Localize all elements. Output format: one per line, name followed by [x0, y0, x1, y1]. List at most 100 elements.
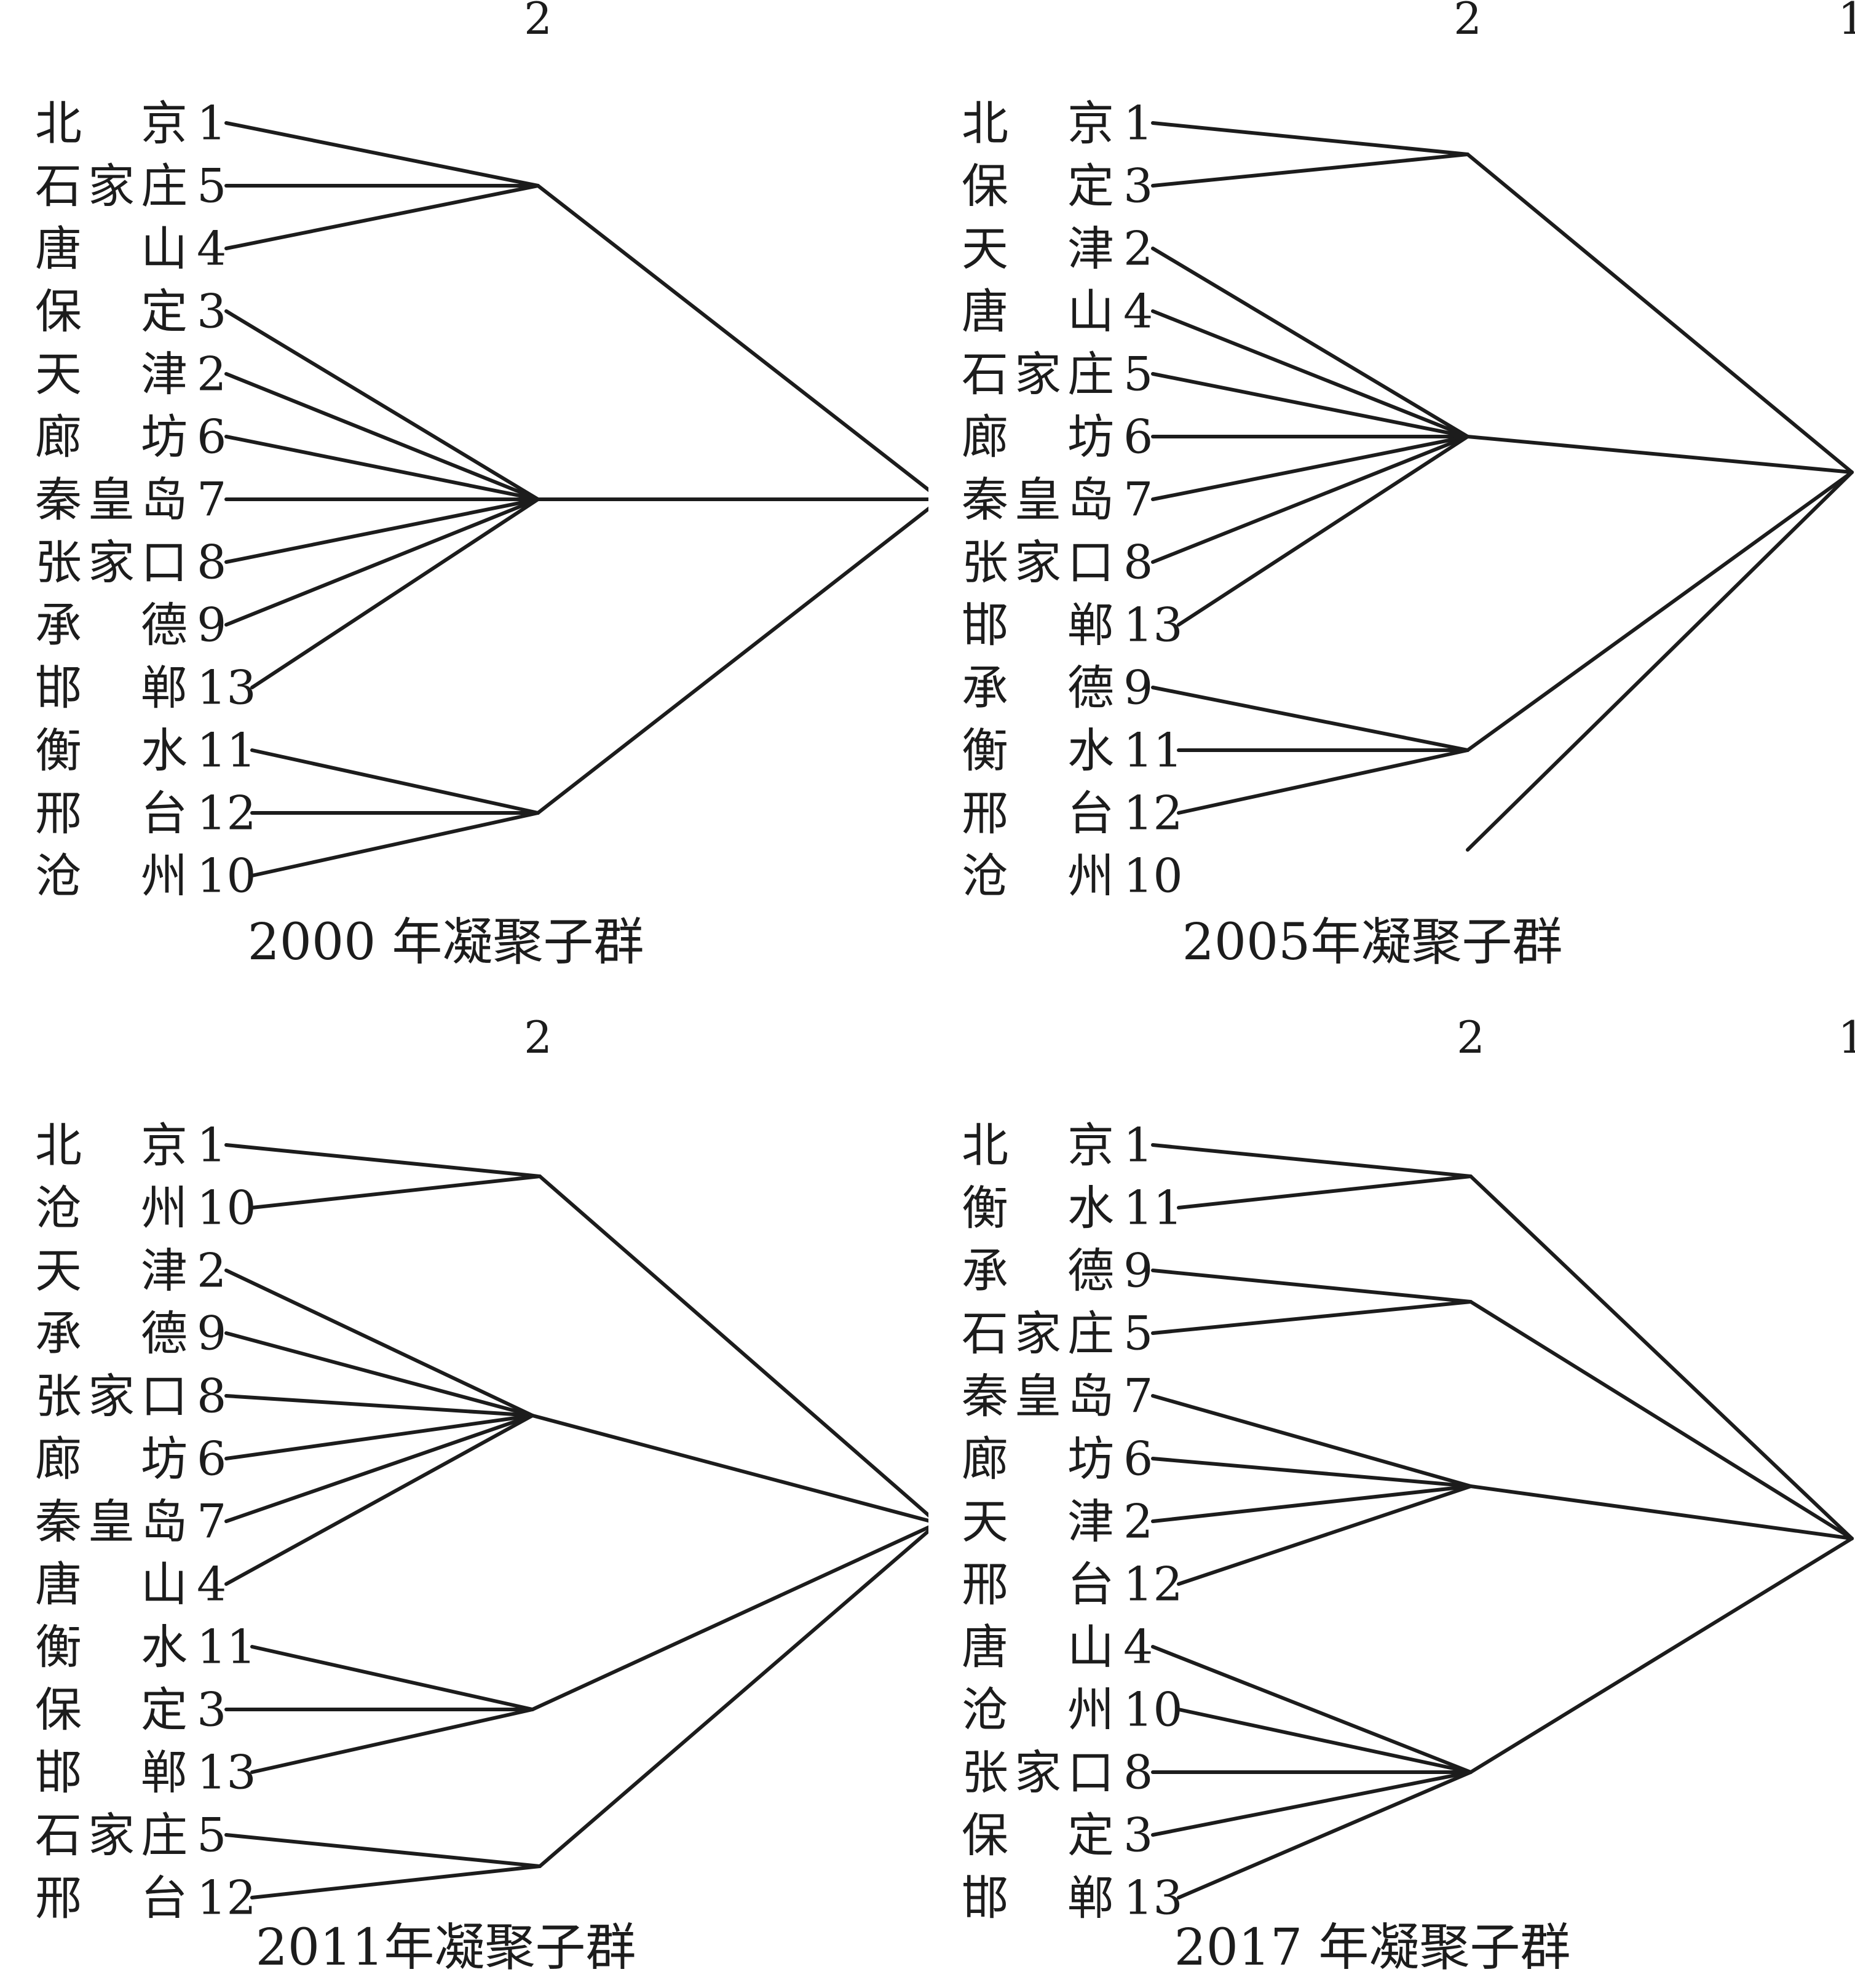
city-label: 邯郸 [962, 598, 1114, 652]
city-number: 6 [1123, 1432, 1153, 1486]
city-label: 石家庄 [35, 159, 188, 213]
dendrogram-edge [250, 497, 540, 689]
city-label: 廊坊 [35, 410, 188, 464]
dendrogram-edge [1177, 1174, 1473, 1210]
city-label: 衡水 [962, 723, 1114, 778]
dendrogram-edge [224, 1414, 534, 1586]
city-label: 保定 [962, 159, 1114, 213]
city-label: 保定 [35, 1682, 188, 1737]
city-label: 衡水 [35, 723, 188, 778]
panel-title: 2017 年凝聚子群 [1174, 1919, 1571, 1977]
dendrogram-edge [250, 1708, 534, 1774]
city-number: 6 [197, 1432, 226, 1486]
city-label: 廊坊 [962, 410, 1114, 464]
city-number: 13 [197, 1745, 256, 1800]
city-number: 2 [1123, 1494, 1153, 1549]
city-label: 张家口 [962, 535, 1114, 590]
city-label: 天津 [962, 221, 1114, 276]
dendrogram-edge [1151, 435, 1469, 564]
dendrogram-edge [224, 497, 540, 627]
dendrogram-edge [1151, 1770, 1473, 1837]
panel-2000: 北京 1石家庄 5唐山 4保定 3天津 2廊坊 6秦皇岛 7张家口 8承德 9邯郸 13衡水 11邢台… [35, 0, 928, 972]
dendrogram-edge [1151, 1394, 1473, 1488]
dendrogram-edge [224, 309, 540, 501]
dendrogram-edge [1151, 1457, 1473, 1488]
dendrogram-edge [1466, 470, 1854, 852]
city-label: 唐山 [962, 1620, 1114, 1674]
city-label: 天津 [35, 347, 188, 402]
city-number: 4 [197, 221, 226, 276]
dendrogram-edge [1151, 1645, 1473, 1774]
city-label: 北京 [35, 1118, 188, 1173]
city-label: 廊坊 [35, 1432, 188, 1486]
dendrogram-edge [1466, 152, 1854, 474]
city-number: 3 [197, 284, 226, 339]
level-1-label: 1 [1838, 1012, 1855, 1063]
panel-2005: 北京 1保定 3天津 2唐山 4石家庄 5廊坊 6秦皇岛 7张家口 8邯郸 13承德 9衡水 11邢台… [962, 0, 1855, 972]
dendrogram-edge [224, 184, 540, 250]
dendrogram-edge [224, 1331, 534, 1417]
level-2-label: 2 [1457, 1012, 1485, 1063]
city-label: 唐山 [35, 1557, 188, 1612]
city-number: 7 [1123, 1369, 1153, 1424]
dendrogram-edge [1466, 470, 1854, 752]
city-number: 9 [1123, 660, 1153, 715]
city-label: 沧州 [35, 849, 188, 903]
city-number: 5 [197, 1808, 226, 1863]
city-label: 承德 [35, 598, 188, 652]
panel-2011: 北京 1沧州 10天津 2承德 9张家口 8廊坊 6秦皇岛 7唐山 4衡水 11保定 3邯郸 13石家… [35, 1012, 928, 1977]
city-number: 6 [197, 410, 226, 464]
dendrogram-edge [1151, 1143, 1473, 1178]
city-label: 秦皇岛 [962, 472, 1114, 527]
city-label: 石家庄 [962, 1306, 1114, 1361]
city-label: 邢台 [35, 1871, 188, 1925]
city-number: 7 [197, 1494, 226, 1549]
dendrogram-edge [1177, 1770, 1473, 1899]
city-number: 11 [197, 1620, 256, 1674]
city-number: 5 [197, 159, 226, 213]
city-label: 承德 [962, 660, 1114, 715]
city-number: 8 [197, 535, 226, 590]
dendrogram-edge [531, 1525, 928, 1711]
city-label: 保定 [35, 284, 188, 339]
city-number: 10 [197, 1181, 256, 1235]
city-number: 9 [197, 598, 226, 652]
city-number: 9 [197, 1306, 226, 1361]
dendrogram-edge [250, 1864, 542, 1899]
level-1-label: 1 [924, 1012, 928, 1063]
city-label: 沧州 [962, 849, 1114, 903]
dendrogram-edge [224, 497, 540, 564]
city-label: 张家口 [35, 1369, 188, 1424]
dendrogram-edge [1151, 372, 1469, 438]
city-number: 4 [1123, 284, 1153, 339]
dendrogram-edge [1469, 1300, 1854, 1540]
city-label: 邯郸 [962, 1871, 1114, 1925]
dendrogram-edge [1151, 435, 1469, 501]
city-label: 邢台 [962, 786, 1114, 841]
city-number: 13 [1123, 598, 1183, 652]
city-label: 天津 [35, 1243, 188, 1298]
panel-title: 2011年凝聚子群 [256, 1919, 636, 1977]
city-number: 7 [197, 472, 226, 527]
dendrogram-edge [1177, 435, 1469, 627]
dendrogram-edge [1151, 309, 1469, 438]
city-number: 11 [197, 723, 256, 778]
city-label: 保定 [962, 1808, 1114, 1863]
city-number: 12 [197, 786, 256, 841]
dendrogram-edge [1469, 1174, 1854, 1540]
city-label: 石家庄 [35, 1808, 188, 1863]
dendrogram-edge [1469, 1484, 1854, 1540]
city-number: 2 [1123, 221, 1153, 276]
city-label: 秦皇岛 [962, 1369, 1114, 1424]
level-1-label: 1 [1838, 0, 1855, 44]
city-number: 13 [197, 660, 256, 715]
city-label: 北京 [962, 96, 1114, 151]
city-number: 5 [1123, 1306, 1153, 1361]
dendrogram-edge [531, 1414, 928, 1523]
city-number: 11 [1123, 1181, 1183, 1235]
dendrogram-edge [1151, 152, 1469, 188]
city-number: 1 [197, 96, 226, 151]
city-number: 5 [1123, 347, 1153, 402]
city-label: 衡水 [35, 1620, 188, 1674]
